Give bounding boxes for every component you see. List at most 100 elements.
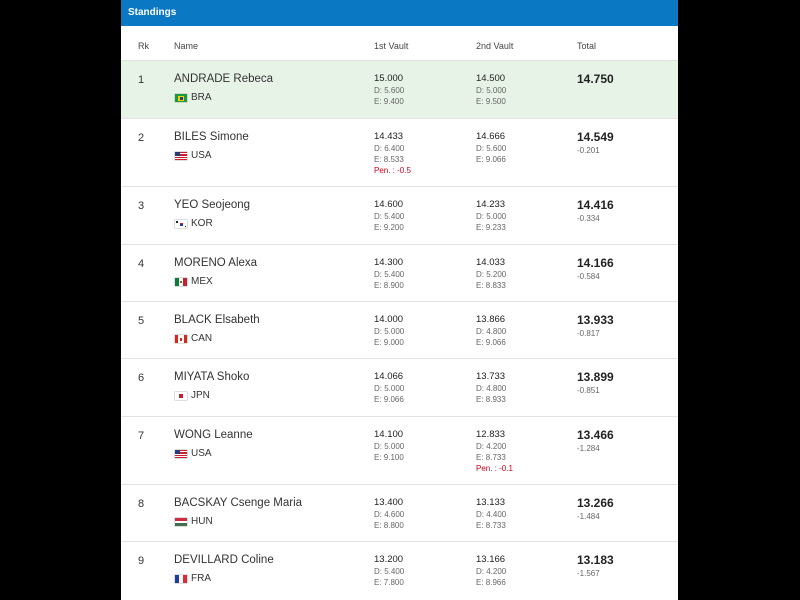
vault-score: 14.033 — [476, 257, 506, 268]
athlete-name: BILES Simone — [174, 131, 249, 143]
penalty: Pen. : -0.1 — [476, 464, 513, 473]
flag-part — [175, 450, 187, 458]
column-header: 1st Vault — [374, 41, 409, 51]
country-code: USA — [191, 150, 212, 161]
athlete-name: BLACK Elsabeth — [174, 314, 260, 326]
standings-row: 6 MIYATA Shoko JPN 14.066 D: 5.000 E: 9.066 13… — [121, 358, 678, 417]
d-score: D: 4.200 — [476, 442, 507, 451]
country-code: USA — [191, 448, 212, 459]
d-score: D: 5.600 — [374, 86, 405, 95]
gap-to-leader: -0.817 — [577, 329, 600, 338]
country-code: JPN — [191, 390, 210, 401]
total-score: 14.416 — [577, 198, 614, 212]
gap-to-leader: -1.567 — [577, 569, 600, 578]
e-score: E: 9.200 — [374, 223, 404, 232]
rank: 7 — [138, 430, 145, 442]
e-score: E: 9.066 — [476, 338, 506, 347]
vault-score: 13.200 — [374, 554, 404, 565]
standings-row: 5 BLACK Elsabeth CAN 14.000 D: 5.000 E: 9.000… — [121, 301, 678, 359]
e-score: E: 8.533 — [374, 155, 404, 164]
flag-icon — [175, 152, 187, 160]
total-score: 13.466 — [577, 428, 614, 442]
d-score: D: 4.600 — [374, 510, 405, 519]
standings-row: 9 DEVILLARD Coline FRA 13.200 D: 5.400 E: 7.8… — [121, 541, 678, 600]
header-title: Standings — [128, 7, 177, 18]
country-code: HUN — [191, 516, 213, 527]
d-score: D: 4.400 — [476, 510, 507, 519]
vault-score: 14.666 — [476, 131, 506, 142]
flag-part — [175, 575, 187, 583]
standings-row: 8 BACSKAY Csenge Maria HUN 13.400 D: 4.600 E:… — [121, 484, 678, 542]
flag-part — [176, 221, 178, 223]
flag-part — [183, 575, 187, 583]
vault-score: 13.166 — [476, 554, 506, 565]
rank: 5 — [138, 315, 145, 327]
athlete-name: DEVILLARD Coline — [174, 554, 274, 566]
column-header: Total — [577, 41, 597, 51]
e-score: E: 8.733 — [476, 453, 506, 462]
athlete-name: YEO Seojeong — [174, 199, 251, 211]
vault-score: 12.833 — [476, 429, 506, 440]
vault-score: 14.233 — [476, 199, 506, 210]
column-header: Name — [174, 41, 199, 51]
d-score: D: 4.200 — [476, 567, 507, 576]
d-score: D: 5.000 — [374, 384, 405, 393]
flag-part — [175, 518, 187, 521]
flag-icon — [175, 575, 187, 583]
flag-icon — [175, 518, 187, 526]
standings-row: 7 WONG Leanne USA 14.100 D: 5.000 E: 9.100 12.… — [121, 416, 678, 485]
total-score: 13.933 — [577, 313, 614, 327]
flag-part — [175, 156, 187, 158]
e-score: E: 8.733 — [476, 521, 506, 530]
d-score: D: 4.800 — [476, 384, 507, 393]
e-score: E: 9.066 — [476, 155, 506, 164]
athlete-name: BACSKAY Csenge Maria — [174, 497, 303, 509]
vault-score: 14.100 — [374, 429, 404, 440]
standings-row: 3 YEO Seojeong KOR 14.600 D: 5.400 E: 9.200 14… — [121, 186, 678, 245]
flag-part — [175, 159, 187, 160]
d-score: D: 5.200 — [476, 270, 507, 279]
flag-icon — [175, 450, 187, 458]
flag-part — [175, 152, 187, 154]
gap-to-leader: -0.851 — [577, 386, 600, 395]
vault-score: 14.433 — [374, 131, 404, 142]
d-score: D: 5.000 — [476, 86, 507, 95]
d-score: D: 5.600 — [476, 144, 507, 153]
flag-part — [175, 457, 187, 458]
athlete-name: MIYATA Shoko — [174, 371, 250, 383]
penalty: Pen. : -0.5 — [374, 166, 411, 175]
d-score: D: 4.800 — [476, 327, 507, 336]
country-code: BRA — [191, 92, 212, 103]
flag-icon — [175, 278, 187, 286]
e-score: E: 9.400 — [374, 97, 404, 106]
vault-score: 14.000 — [374, 314, 404, 325]
rank: 6 — [138, 372, 145, 384]
vault-score: 14.600 — [374, 199, 404, 210]
total-score: 14.750 — [577, 72, 614, 86]
e-score: E: 8.933 — [476, 395, 506, 404]
total-score: 14.166 — [577, 256, 614, 270]
vault-score: 14.500 — [476, 73, 506, 84]
country-code: KOR — [191, 218, 213, 229]
d-score: D: 5.400 — [374, 270, 405, 279]
gap-to-leader: -0.584 — [577, 272, 600, 281]
standings-row: 1 ANDRADE Rebeca BRA 15.000 D: 5.600 E: 9.400… — [121, 60, 678, 119]
flag-part — [175, 152, 180, 157]
flag-part — [175, 152, 187, 160]
rank: 3 — [138, 200, 145, 212]
athlete-name: WONG Leanne — [174, 429, 253, 441]
flag-part — [175, 154, 187, 156]
country-code: MEX — [191, 276, 213, 287]
flag-part — [175, 454, 187, 456]
rank: 8 — [138, 498, 145, 510]
flag-part — [179, 394, 183, 398]
flag-part — [175, 450, 180, 455]
flag-part — [184, 225, 186, 227]
e-score: E: 7.800 — [374, 578, 404, 587]
athlete-name: ANDRADE Rebeca — [174, 73, 274, 85]
gap-to-leader: -0.201 — [577, 146, 600, 155]
flag-part — [184, 335, 187, 343]
flag-part — [175, 575, 179, 583]
gap-to-leader: -1.284 — [577, 444, 600, 453]
standings-panel: Standings Rk Name 1st Vault 2nd Vault Total 1… — [121, 0, 678, 600]
